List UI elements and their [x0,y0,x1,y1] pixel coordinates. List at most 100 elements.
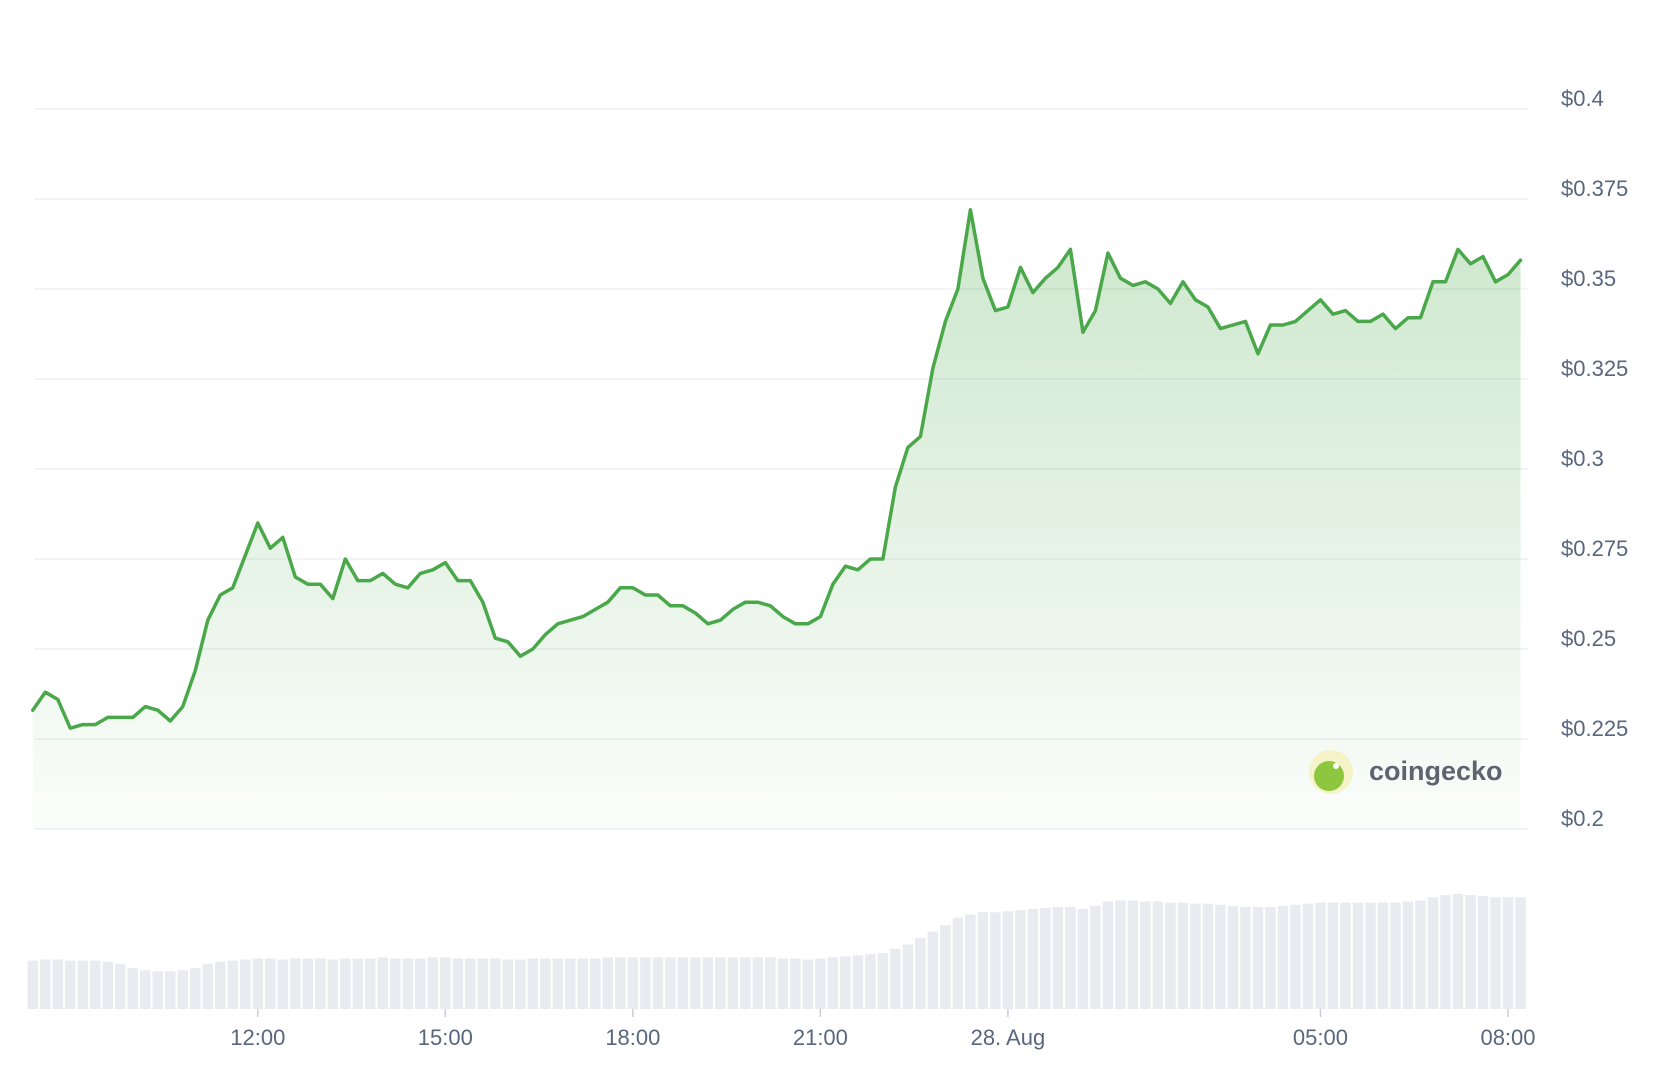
volume-bar [1115,900,1126,1009]
volume-bar [852,955,864,1009]
volume-bar [477,958,489,1009]
volume-bar [327,959,339,1009]
volume-bar [1515,897,1526,1009]
volume-bar [1377,902,1389,1009]
volume-bar [777,958,789,1009]
volume-bar [1102,901,1114,1009]
volume-bar [715,957,726,1009]
volume-bar [140,970,151,1009]
volume-bar [1127,900,1139,1009]
volume-bar [1277,905,1289,1009]
volume-bar [115,963,126,1009]
volume-bar [902,944,914,1009]
volume-bar [440,957,451,1009]
volume-bar [1165,902,1176,1009]
volume-bar [840,956,851,1009]
volume-bar [1177,902,1189,1009]
volume-bar [390,958,401,1009]
volume-bar [540,958,551,1009]
volume-bar [1190,903,1201,1009]
watermark: coingecko [1309,750,1503,794]
volume-bar [1252,906,1264,1009]
volume-bar [1202,903,1214,1009]
volume-bar [690,957,701,1009]
volume-bar [102,961,114,1009]
x-tick-label: 08:00 [1480,1025,1535,1050]
volume-bar [577,958,589,1009]
volume-bar [702,957,714,1009]
volume-bar [1452,894,1464,1009]
volume-bar [490,958,501,1009]
volume-bar [565,958,576,1009]
volume-bar [977,912,989,1009]
volume-bar [515,959,526,1009]
volume-bar [165,971,176,1009]
volume-bar [1415,900,1426,1009]
volume-bar [352,958,364,1009]
volume-bar [927,931,939,1009]
volume-bar [1027,909,1039,1009]
volume-bar [1090,905,1101,1009]
volume-bar [52,959,64,1009]
volume-bar [1427,897,1439,1009]
price-area [32,209,1521,830]
volume-bar [65,960,76,1009]
volume-bar [1340,902,1351,1009]
volume-bar [640,957,651,1009]
volume-bar [815,958,826,1009]
volume-bar [940,925,951,1009]
volume-bar [602,957,614,1009]
x-tick-label: 28. Aug [971,1025,1046,1050]
volume-bar [377,957,389,1009]
volume-bar [202,963,214,1009]
volume-bar [1065,906,1076,1009]
volume-bar [1352,902,1364,1009]
volume-bar [77,960,89,1009]
y-tick-label: $0.2 [1561,806,1604,831]
area [31,208,1523,830]
y-tick-label: $0.275 [1561,536,1628,561]
volume-bar [915,938,926,1009]
volume-bar [452,958,464,1009]
volume-bar [1240,906,1251,1009]
volume-bar [40,959,51,1009]
volume-bar [1140,901,1151,1009]
volume-bar [740,957,751,1009]
volume-bar [552,958,564,1009]
watermark-text: coingecko [1369,756,1503,786]
logo [1314,761,1344,791]
volume-bar [215,961,226,1009]
volume-bar [152,971,164,1009]
price-line [31,208,1523,730]
volume-bar [727,957,739,1009]
volume-bar [952,917,964,1009]
volume-bar [252,958,264,1009]
volume-bar [27,960,39,1009]
y-tick-label: $0.375 [1561,176,1628,201]
volume-bar [277,959,289,1009]
volume-bar [802,959,814,1009]
volume-bar [1315,902,1326,1009]
volume-bar [890,948,901,1009]
volume-bar [1365,902,1376,1009]
volume-bar [302,958,314,1009]
volume-bar [415,958,426,1009]
y-tick-label: $0.325 [1561,356,1628,381]
volume-bar [315,958,326,1009]
y-tick-label: $0.3 [1561,446,1604,471]
volume-bar [1440,895,1451,1009]
volume-bar [1490,897,1501,1009]
volume-bar [227,960,239,1009]
volume-bar [465,958,476,1009]
volume-bar [752,957,764,1009]
logo-eye [1333,763,1339,769]
volume-bar [965,914,976,1009]
volume-bar [1002,911,1014,1009]
y-tick-label: $0.225 [1561,716,1628,741]
volume-bar [265,958,276,1009]
volume-bar [427,957,439,1009]
y-tick-label: $0.35 [1561,266,1616,291]
volume-bar [240,959,251,1009]
volume-bar [340,958,351,1009]
